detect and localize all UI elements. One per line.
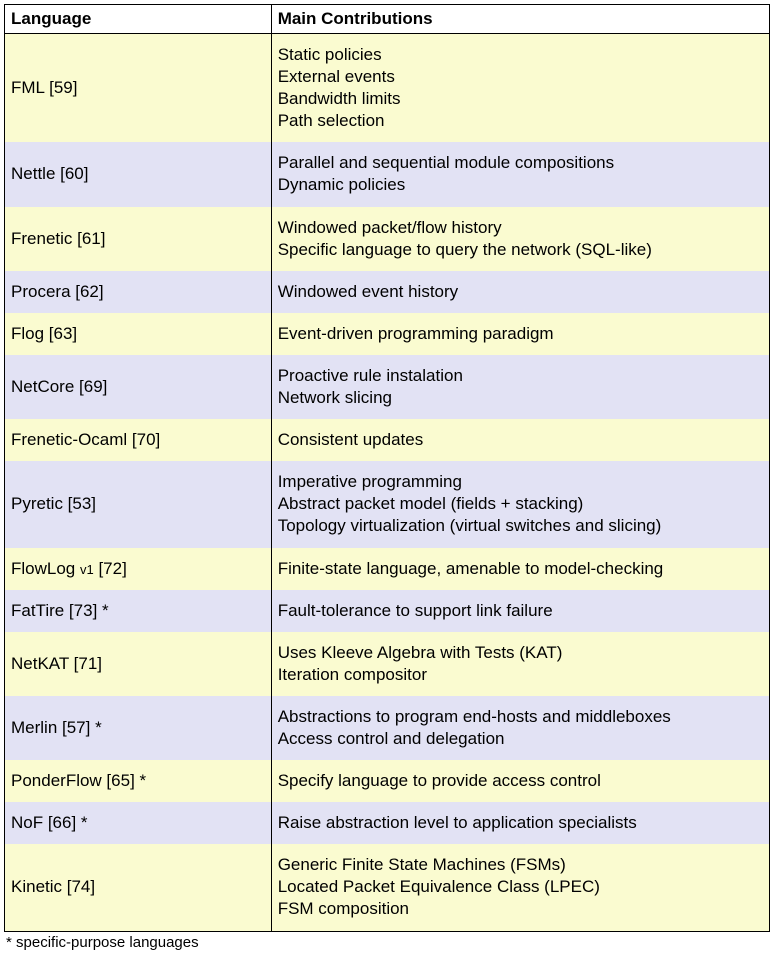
cell-language: Nettle [60] [5,142,272,206]
cell-contributions: Uses Kleeve Algebra with Tests (KAT)Iter… [271,632,769,696]
table-row: Merlin [57] *Abstractions to program end… [5,696,770,760]
cell-contributions: Proactive rule instalationNetwork slicin… [271,355,769,419]
table-row: NoF [66] *Raise abstraction level to app… [5,802,770,844]
cell-language: Flog [63] [5,313,272,355]
cell-contributions: Specify language to provide access contr… [271,760,769,802]
table-row: Nettle [60]Parallel and sequential modul… [5,142,770,206]
cell-contributions: Generic Finite State Machines (FSMs)Loca… [271,844,769,931]
cell-contributions: Consistent updates [271,419,769,461]
cell-contributions: Fault-tolerance to support link failure [271,590,769,632]
cell-contributions: Windowed event history [271,271,769,313]
footnote: * specific-purpose languages [4,934,770,951]
cell-contributions: Windowed packet/flow historySpecific lan… [271,207,769,271]
cell-language: FlowLog v1 [72] [5,548,272,590]
header-contributions: Main Contributions [271,5,769,34]
cell-language: FML [59] [5,34,272,143]
cell-language: NoF [66] * [5,802,272,844]
header-language: Language [5,5,272,34]
cell-language: PonderFlow [65] * [5,760,272,802]
table-row: Procera [62]Windowed event history [5,271,770,313]
table-row: PonderFlow [65] *Specify language to pro… [5,760,770,802]
cell-language: Frenetic [61] [5,207,272,271]
table-row: Flog [63]Event-driven programming paradi… [5,313,770,355]
table-row: NetCore [69]Proactive rule instalationNe… [5,355,770,419]
table-row: FML [59]Static policiesExternal eventsBa… [5,34,770,143]
table-row: Pyretic [53]Imperative programmingAbstra… [5,461,770,547]
cell-language: Kinetic [74] [5,844,272,931]
cell-contributions: Raise abstraction level to application s… [271,802,769,844]
table-row: Kinetic [74]Generic Finite State Machine… [5,844,770,931]
cell-contributions: Imperative programmingAbstract packet mo… [271,461,769,547]
cell-language: NetCore [69] [5,355,272,419]
header-row: Language Main Contributions [5,5,770,34]
cell-contributions: Parallel and sequential module compositi… [271,142,769,206]
cell-contributions: Abstractions to program end-hosts and mi… [271,696,769,760]
cell-language: FatTire [73] * [5,590,272,632]
cell-language: Merlin [57] * [5,696,272,760]
cell-contributions: Finite-state language, amenable to model… [271,548,769,590]
languages-table: Language Main Contributions FML [59]Stat… [4,4,770,932]
cell-language: Procera [62] [5,271,272,313]
cell-language: NetKAT [71] [5,632,272,696]
table-row: Frenetic [61]Windowed packet/flow histor… [5,207,770,271]
table-row: Frenetic-Ocaml [70]Consistent updates [5,419,770,461]
table-row: FlowLog v1 [72]Finite-state language, am… [5,548,770,590]
table-row: NetKAT [71]Uses Kleeve Algebra with Test… [5,632,770,696]
cell-contributions: Event-driven programming paradigm [271,313,769,355]
cell-language: Pyretic [53] [5,461,272,547]
cell-language: Frenetic-Ocaml [70] [5,419,272,461]
cell-contributions: Static policiesExternal eventsBandwidth … [271,34,769,143]
table-row: FatTire [73] *Fault-tolerance to support… [5,590,770,632]
